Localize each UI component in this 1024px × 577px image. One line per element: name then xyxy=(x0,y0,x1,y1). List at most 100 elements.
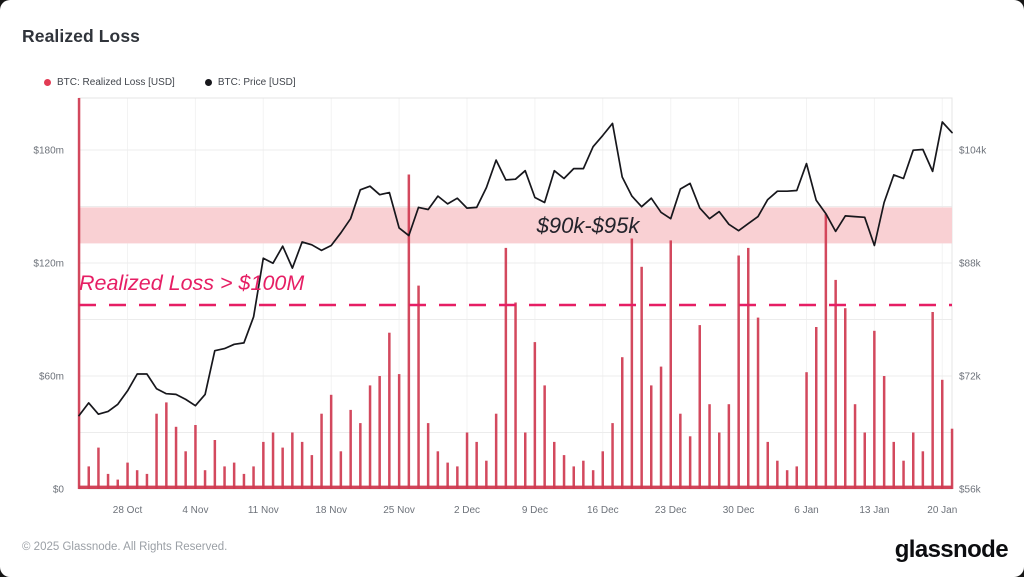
loss-bar xyxy=(902,460,905,489)
loss-bar xyxy=(815,327,818,489)
loss-bar xyxy=(339,451,343,489)
legend-label-price: BTC: Price [USD] xyxy=(217,77,296,88)
loss-bar xyxy=(320,413,323,489)
loss-bar xyxy=(194,425,197,489)
loss-bar xyxy=(135,470,139,489)
loss-bar xyxy=(426,423,430,489)
loss-bar xyxy=(485,460,488,489)
loss-bar xyxy=(242,473,246,489)
x-axis-tick: 13 Jan xyxy=(859,505,889,516)
loss-bar xyxy=(87,466,90,489)
loss-bar xyxy=(853,404,857,489)
legend: BTC: Realized Loss [USD] BTC: Price [USD… xyxy=(44,77,296,88)
loss-bar xyxy=(543,385,546,489)
loss-bar xyxy=(873,330,876,489)
loss-bar xyxy=(184,451,187,489)
realized-loss-bars xyxy=(77,98,954,489)
left-axis-tick: $0 xyxy=(53,485,65,496)
legend-item-realized-loss[interactable]: BTC: Realized Loss [USD] xyxy=(44,77,175,88)
loss-bar xyxy=(582,460,585,489)
left-axis-tick: $180m xyxy=(33,145,64,156)
loss-bar xyxy=(562,455,566,489)
loss-bar xyxy=(621,357,624,489)
loss-bar xyxy=(737,255,740,489)
loss-bar xyxy=(271,432,275,489)
loss-bar xyxy=(912,432,915,489)
x-axis-tick: 23 Dec xyxy=(655,505,687,516)
loss-bar xyxy=(824,214,828,489)
loss-bar xyxy=(630,238,634,489)
loss-bar xyxy=(756,317,760,489)
x-axis-tick: 20 Jan xyxy=(927,505,957,516)
right-axis-tick: $72k xyxy=(959,372,982,383)
legend-label-realized-loss: BTC: Realized Loss [USD] xyxy=(57,77,175,88)
legend-item-price[interactable]: BTC: Price [USD] xyxy=(204,77,296,88)
legend-dot-price-icon xyxy=(204,79,212,86)
loss-bar xyxy=(106,473,110,489)
x-axis-tick: 4 Nov xyxy=(182,505,208,516)
loss-bar xyxy=(553,441,556,489)
price-band-annotation: $90k-$95k xyxy=(536,213,640,238)
right-axis-tick: $88k xyxy=(959,259,982,270)
threshold-annotation: Realized Loss > $100M xyxy=(79,271,305,295)
loss-bar xyxy=(941,379,944,489)
left-axis-tick: $120m xyxy=(33,258,64,269)
loss-bar xyxy=(834,279,837,489)
loss-bar xyxy=(785,470,789,489)
loss-bar xyxy=(669,240,672,489)
loss-bar xyxy=(892,441,895,489)
loss-bar xyxy=(601,451,604,489)
loss-bar xyxy=(718,432,721,489)
loss-bar xyxy=(329,394,333,489)
loss-bar xyxy=(776,460,779,489)
x-axis-tick: 25 Nov xyxy=(383,505,415,516)
loss-bar xyxy=(533,342,537,489)
loss-bar xyxy=(882,376,886,489)
loss-bar xyxy=(950,428,954,489)
price-line xyxy=(78,121,953,417)
x-axis-tick: 9 Dec xyxy=(522,505,548,516)
loss-bar xyxy=(475,441,478,489)
price-band xyxy=(79,207,952,244)
loss-bar xyxy=(213,440,217,489)
loss-bar xyxy=(359,423,362,489)
loss-bar xyxy=(921,451,925,489)
loss-bar xyxy=(155,413,158,489)
loss-bar xyxy=(465,432,469,489)
loss-bar xyxy=(456,466,459,489)
loss-bar xyxy=(262,441,265,489)
x-axis-tick: 30 Dec xyxy=(723,505,755,516)
loss-bar xyxy=(494,413,498,489)
loss-bar xyxy=(795,466,798,489)
x-axis-tick: 11 Nov xyxy=(248,505,279,516)
loss-bar xyxy=(863,432,866,489)
loss-bar xyxy=(378,376,381,489)
loss-bar xyxy=(766,441,769,489)
loss-bar xyxy=(679,413,682,489)
right-axis-tick: $56k xyxy=(959,485,982,496)
loss-bar xyxy=(145,473,149,489)
loss-bar xyxy=(310,455,314,489)
loss-bar xyxy=(844,308,847,489)
loss-baseline-strip xyxy=(79,485,952,489)
loss-bar xyxy=(116,479,119,489)
loss-bar xyxy=(174,426,178,489)
loss-bar xyxy=(698,325,701,489)
left-axis-tick: $60m xyxy=(39,371,64,382)
loss-bar xyxy=(572,466,575,489)
loss-bar xyxy=(417,285,420,489)
loss-bar xyxy=(504,247,508,489)
loss-bar xyxy=(524,432,527,489)
loss-bar xyxy=(388,332,391,489)
loss-bar xyxy=(252,466,255,489)
loss-bar xyxy=(591,470,595,489)
x-axis-tick: 6 Jan xyxy=(794,505,818,516)
loss-bar xyxy=(203,470,207,489)
loss-bar xyxy=(300,441,304,489)
footer-copyright: © 2025 Glassnode. All Rights Reserved. xyxy=(22,541,228,553)
loss-bar xyxy=(611,423,614,489)
x-axis-tick: 16 Dec xyxy=(587,505,619,516)
loss-bar xyxy=(397,374,401,489)
